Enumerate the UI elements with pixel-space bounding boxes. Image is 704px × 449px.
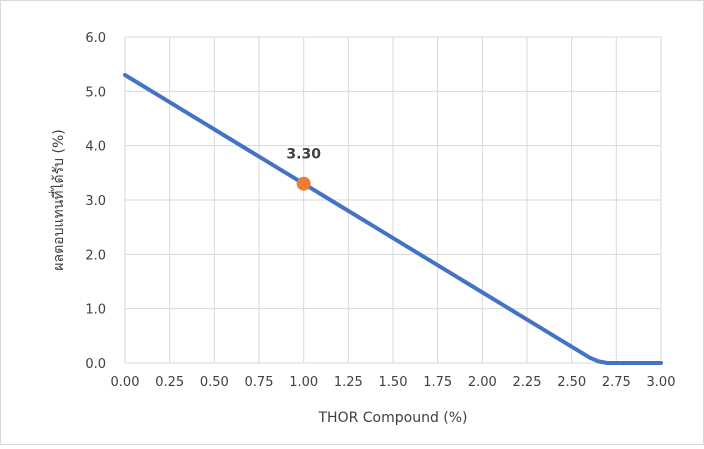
x-tick-label: 2.50 xyxy=(557,375,586,390)
x-tick-label: 2.75 xyxy=(602,375,631,390)
x-tick-label: 2.25 xyxy=(513,375,542,390)
y-tick-label: 6.0 xyxy=(85,31,106,46)
x-axis-title: THOR Compound (%) xyxy=(317,410,467,426)
x-tick-label: 0.00 xyxy=(111,375,140,390)
x-tick-label: 0.50 xyxy=(200,375,229,390)
highlight-point xyxy=(296,176,311,191)
x-tick-label: 0.25 xyxy=(155,375,184,390)
gridlines xyxy=(124,36,662,364)
y-tick-label: 3.0 xyxy=(85,194,106,209)
x-tick-label: 0.75 xyxy=(245,375,274,390)
y-axis-title: ผลตอบแทนที่ได้รับ (%) xyxy=(49,129,67,270)
series-layer xyxy=(123,73,663,365)
y-tick-label: 1.0 xyxy=(85,303,106,318)
y-tick-label: 4.0 xyxy=(85,140,106,155)
y-tick-label: 0.0 xyxy=(85,357,106,372)
x-tick-label: 1.75 xyxy=(423,375,452,390)
y-tick-label: 5.0 xyxy=(85,85,106,100)
x-tick-label: 3.00 xyxy=(647,375,676,390)
highlight-data-label: 3.30 xyxy=(286,147,321,163)
x-tick-label: 1.00 xyxy=(289,375,318,390)
x-tick-label: 2.00 xyxy=(468,375,497,390)
data-labels: 3.30 xyxy=(286,147,321,163)
tick-labels: 0.00 0.25 0.50 0.75 1.00 1.25 1.50 1.75 2.00 2.25… xyxy=(85,31,675,390)
x-tick-label: 1.25 xyxy=(334,375,363,390)
x-tick-label: 1.50 xyxy=(379,375,408,390)
series-line xyxy=(123,73,663,365)
y-tick-label: 2.0 xyxy=(85,248,106,263)
